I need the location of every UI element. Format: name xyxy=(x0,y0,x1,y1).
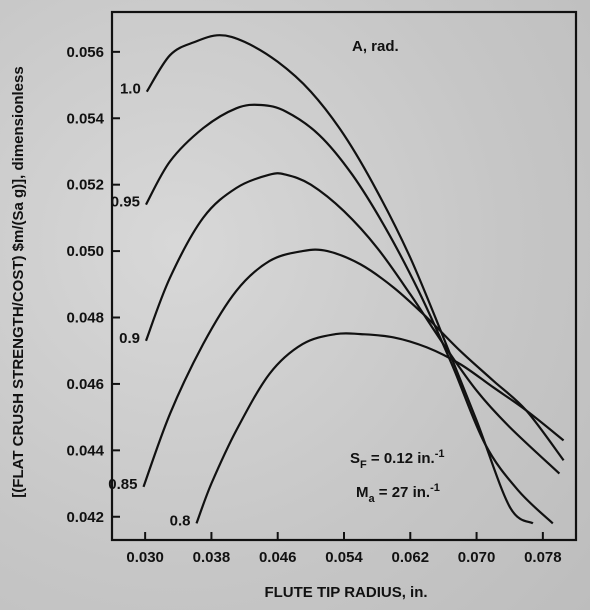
sf-value: = 0.12 in. xyxy=(367,450,435,467)
y-tick-label: 0.046 xyxy=(66,376,104,393)
x-tick-label: 0.078 xyxy=(524,549,562,566)
y-tick-label: 0.044 xyxy=(66,442,104,459)
x-axis-title: FLUTE TIP RADIUS, in. xyxy=(264,584,427,601)
y-tick-label: 0.050 xyxy=(66,243,104,260)
x-tick-label: 0.038 xyxy=(193,549,231,566)
y-tick-label: 0.054 xyxy=(66,110,104,127)
series-labels: 1.0 0.95 0.9 0.85 0.8 xyxy=(108,81,190,530)
curve-a-0-8 xyxy=(195,332,565,524)
curve-label-a-0-8: 0.8 xyxy=(170,512,191,529)
sf-annotation: SF = 0.12 in.-1 xyxy=(350,448,445,471)
sf-subscript: F xyxy=(360,459,367,471)
y-tick-label: 0.056 xyxy=(66,44,104,61)
ma-annotation: Ma = 27 in.-1 xyxy=(356,482,440,505)
ma-subscript: a xyxy=(369,493,376,505)
curve-a-0-9 xyxy=(144,172,561,475)
series-curves xyxy=(142,34,565,525)
curve-label-a-0-85: 0.85 xyxy=(108,476,137,493)
ma-value: = 27 in. xyxy=(375,484,430,501)
curve-a-1-0 xyxy=(145,34,534,525)
y-axis-title: [(FLAT CRUSH STRENGTH/COST) $m/(Sa g)], … xyxy=(10,66,27,497)
plot-frame xyxy=(110,10,578,542)
curve-label-a-0-9: 0.9 xyxy=(119,330,140,347)
curve-label-a-0-95: 0.95 xyxy=(111,194,140,211)
x-tick-label: 0.046 xyxy=(259,549,297,566)
curve-label-a-1-0: 1.0 xyxy=(120,81,141,98)
x-tick-label: 0.062 xyxy=(392,549,430,566)
y-tick-label: 0.052 xyxy=(66,177,104,194)
y-axis-ticks: 0.042 0.044 0.046 0.048 0.050 0.052 0.054 0.056 xyxy=(66,44,120,526)
sf-symbol: S xyxy=(350,450,360,467)
y-tick-label: 0.042 xyxy=(66,509,104,526)
x-tick-label: 0.030 xyxy=(126,549,164,566)
x-axis-ticks: 0.030 0.038 0.046 0.054 0.062 0.070 0.078 xyxy=(126,532,562,566)
ma-symbol: M xyxy=(356,484,369,501)
curve-a-0-85 xyxy=(142,248,565,488)
x-tick-label: 0.054 xyxy=(325,549,363,566)
y-tick-label: 0.048 xyxy=(66,310,104,327)
curve-a-0-95 xyxy=(145,103,554,525)
x-tick-label: 0.070 xyxy=(458,549,496,566)
ma-exponent: -1 xyxy=(430,482,440,494)
legend-title: A, rad. xyxy=(352,38,399,55)
sf-exponent: -1 xyxy=(435,448,445,460)
